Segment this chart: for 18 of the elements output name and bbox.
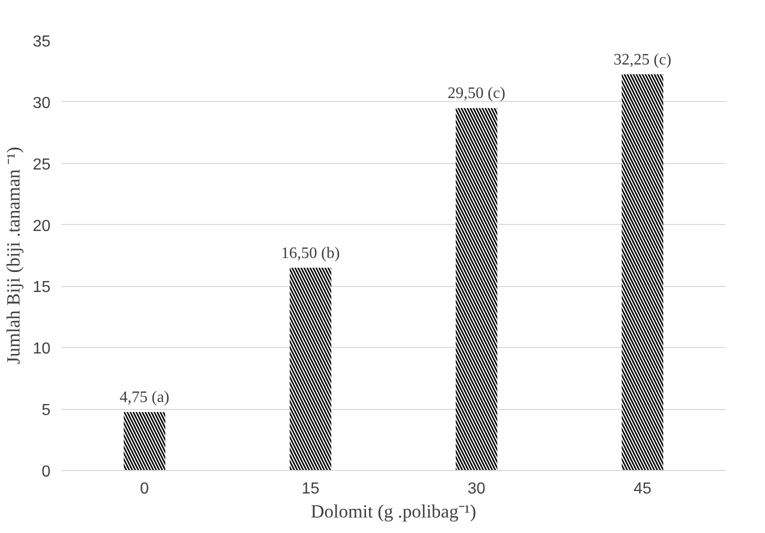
y-tick-label: 30 [32,94,51,112]
x-tick-label: 15 [302,480,320,498]
y-tick-label: 35 [32,34,51,50]
y-tick-label: 25 [32,156,51,174]
y-tick-label: 5 [42,402,51,420]
data-label: 4,75 (a) [120,389,170,406]
y-tick-label: 20 [32,218,51,235]
y-tick-label: 10 [32,340,51,358]
data-label: 32,25 (c) [614,51,672,68]
x-axis-title: Dolomit (g .polibag⁻¹) [310,502,476,522]
y-tick-label: 15 [32,279,51,296]
x-tick-label: 45 [634,480,652,498]
data-label: 29,50 (c) [448,85,506,102]
x-tick-label: 0 [140,480,150,498]
x-tick-label: 30 [468,480,486,498]
y-axis-title: Jumlah Biji (biji .tanaman ⁻¹) [4,146,25,364]
y-tick-label: 0 [42,464,51,480]
data-label: 16,50 (b) [281,244,340,262]
